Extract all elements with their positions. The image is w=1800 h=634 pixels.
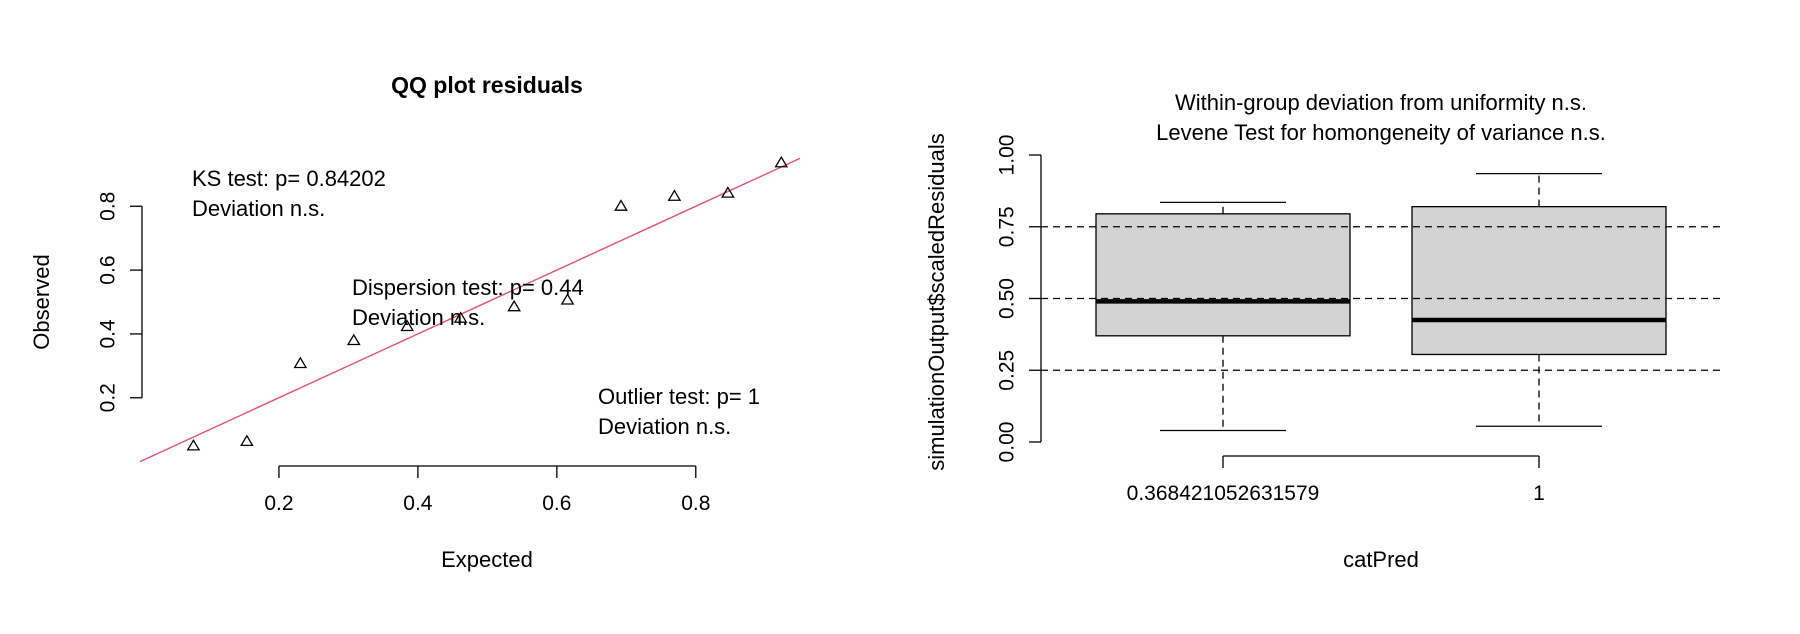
boxplot-x-tick-0: 0.368421052631579: [1127, 456, 1320, 505]
qq-point: [721, 186, 735, 198]
qq-plot-panel: QQ plot residuals Expected Observed 0.2 …: [29, 72, 801, 572]
boxplot-box-0: [1095, 201, 1351, 432]
outlier-test-annotation-line-1: Outlier test: p= 1: [598, 384, 760, 409]
ks-test-annotation: KS test: p= 0.84202 Deviation n.s.: [192, 166, 386, 221]
qq-y-axis-label: Observed: [29, 254, 54, 349]
qq-y-tick-label-1: 0.4: [97, 319, 120, 349]
qq-x-tick-label-1: 0.4: [403, 492, 433, 515]
qq-x-tick-1: 0.4: [403, 466, 433, 515]
qq-point: [240, 434, 254, 447]
qq-y-tick-label-0: 0.2: [97, 383, 120, 412]
qq-y-tick-2: 0.6: [97, 255, 142, 285]
boxplot-y-tick-3: 0.75: [996, 206, 1041, 247]
qq-plot-title: QQ plot residuals: [391, 72, 583, 98]
qq-x-axis-label: Expected: [441, 547, 533, 572]
qq-point: [453, 311, 468, 323]
boxplot-box-1: [1411, 173, 1667, 427]
qq-point: [614, 199, 628, 211]
boxplot-y-tick-label-2: 0.50: [996, 278, 1019, 319]
boxplot-panel: Within-group deviation from uniformity n…: [924, 90, 1722, 572]
qq-point: [293, 356, 308, 369]
boxplot-y-axis-label: simulationOutput$scaledResiduals: [924, 133, 949, 471]
qq-x-tick-label-2: 0.6: [542, 492, 571, 515]
boxplot-y-tick-label-1: 0.25: [996, 350, 1019, 391]
qq-x-tick-2: 0.6: [542, 466, 571, 515]
ks-test-annotation-line-2: Deviation n.s.: [192, 196, 325, 221]
boxplot-title-line-2: Levene Test for homongeneity of variance…: [1156, 120, 1606, 145]
box-iqr: [1411, 206, 1667, 356]
qq-y-tick-label-3: 0.8: [97, 192, 120, 221]
boxplot-y-tick-2: 0.50: [996, 278, 1041, 319]
qq-x-tick-label-0: 0.2: [264, 492, 293, 515]
boxplot-y-tick-label-0: 0.00: [996, 422, 1019, 463]
boxplot-y-tick-4: 1.00: [996, 135, 1041, 176]
qq-y-tick-3: 0.8: [97, 192, 142, 221]
boxplot-category-label-1: 1: [1533, 482, 1545, 505]
ks-test-annotation-line-1: KS test: p= 0.84202: [192, 166, 386, 191]
dispersion-test-annotation: Dispersion test: p= 0.44 Deviation n.s.: [352, 275, 584, 330]
qq-point: [774, 155, 789, 168]
qq-point: [346, 333, 361, 346]
box-iqr: [1095, 213, 1351, 337]
boxplot-y-tick-label-4: 1.00: [996, 135, 1019, 176]
outlier-test-annotation-line-2: Deviation n.s.: [598, 414, 731, 439]
qq-y-tick-1: 0.4: [97, 319, 142, 349]
qq-x-tick-0: 0.2: [264, 466, 294, 515]
boxplot-y-tick-0: 0.00: [996, 422, 1041, 463]
dispersion-test-annotation-line-2: Deviation n.s.: [352, 305, 485, 330]
qq-y-tick-0: 0.2: [97, 383, 142, 412]
boxplot-title-line-1: Within-group deviation from uniformity n…: [1175, 90, 1587, 115]
qq-points: [186, 155, 789, 451]
boxplot-category-label-0: 0.368421052631579: [1127, 482, 1320, 505]
dispersion-test-annotation-line-1: Dispersion test: p= 0.44: [352, 275, 584, 300]
qq-reference-line: [139, 157, 801, 463]
qq-x-tick-label-3: 0.8: [681, 492, 710, 515]
boxplot-y-tick-1: 0.25: [996, 350, 1041, 391]
boxplot-y-tick-label-3: 0.75: [996, 206, 1019, 247]
qq-point: [400, 319, 415, 332]
qq-point: [560, 293, 575, 305]
boxplot-x-axis-label: catPred: [1343, 547, 1419, 572]
boxplot-x-tick-1: 1: [1533, 456, 1545, 505]
qq-point: [186, 438, 201, 451]
qq-point: [507, 299, 521, 312]
boxplot-reference-lines: [1041, 226, 1722, 371]
outlier-test-annotation: Outlier test: p= 1 Deviation n.s.: [598, 384, 760, 439]
qq-x-tick-3: 0.8: [681, 466, 710, 515]
qq-point: [667, 189, 682, 201]
boxplot-boxes: [1095, 173, 1667, 432]
qq-y-tick-label-2: 0.6: [97, 255, 120, 284]
